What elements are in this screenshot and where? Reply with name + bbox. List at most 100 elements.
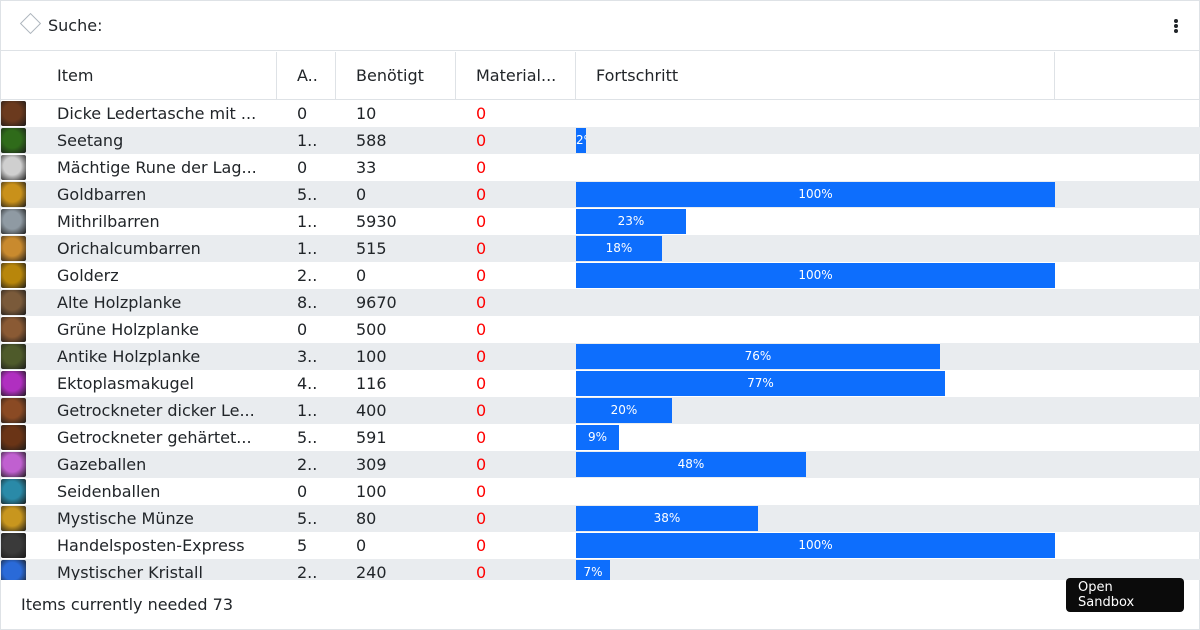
item-material: 0 [476, 320, 487, 339]
table-row[interactable]: Mächtige Rune der Lag... 0 33 0 [0, 154, 1200, 181]
gold-bar-icon [1, 182, 26, 207]
item-needed: 100 [356, 482, 387, 501]
table-row[interactable]: Getrockneter gehärtet... 5.. 591 0 9% [0, 424, 1200, 451]
table-row[interactable]: Goldbarren 5.. 0 0 100% [0, 181, 1200, 208]
progress-bar: 100% [576, 263, 1055, 288]
mithril-bar-icon [1, 209, 26, 234]
item-name: Getrockneter dicker Le... [57, 401, 255, 420]
item-a-value: 8.. [297, 293, 318, 312]
item-needed: 400 [356, 401, 387, 420]
item-name: Gazeballen [57, 455, 147, 474]
item-a-value: 0 [297, 158, 308, 177]
table-row[interactable]: Antike Holzplanke 3.. 100 0 76% [0, 343, 1200, 370]
item-material: 0 [476, 482, 487, 501]
item-a-value: 4.. [297, 374, 318, 393]
table-body: Dicke Ledertasche mit ... 0 10 0 Seetang 1.. 5… [0, 100, 1200, 580]
column-header-item[interactable]: Item [37, 52, 277, 100]
item-a-value: 1.. [297, 401, 318, 420]
progress-bar: 2% [576, 128, 586, 153]
table-row[interactable]: Seidenballen 0 100 0 [0, 478, 1200, 505]
table-row[interactable]: Dicke Ledertasche mit ... 0 10 0 [0, 100, 1200, 127]
item-name: Seidenballen [57, 482, 161, 501]
open-sandbox-button[interactable]: Open Sandbox [1066, 578, 1184, 612]
table-row[interactable]: Getrockneter dicker Le... 1.. 400 0 20% [0, 397, 1200, 424]
progress-label: 23% [617, 214, 645, 228]
item-a-value: 1.. [297, 212, 318, 231]
rune-icon [1, 155, 26, 180]
item-needed: 500 [356, 320, 387, 339]
item-material: 0 [476, 104, 487, 123]
column-header-needed[interactable]: Benötigt [336, 52, 456, 100]
leather-bag-icon [1, 101, 26, 126]
progress-bar: 100% [576, 182, 1055, 207]
item-name: Antike Holzplanke [57, 347, 201, 366]
item-material: 0 [476, 131, 487, 150]
item-material: 0 [476, 563, 487, 580]
search-icon [19, 12, 42, 35]
search-label: Suche: [48, 16, 103, 35]
item-name: Ektoplasmakugel [57, 374, 194, 393]
item-material: 0 [476, 428, 487, 447]
item-name: Dicke Ledertasche mit ... [57, 104, 257, 123]
item-name: Alte Holzplanke [57, 293, 182, 312]
item-a-value: 5.. [297, 509, 318, 528]
table-row[interactable]: Handelsposten-Express 5 0 0 100% [0, 532, 1200, 559]
item-name: Mithrilbarren [57, 212, 160, 231]
item-a-value: 0 [297, 482, 308, 501]
table-row[interactable]: Ektoplasmakugel 4.. 116 0 77% [0, 370, 1200, 397]
table-row[interactable]: Seetang 1.. 588 0 2% [0, 127, 1200, 154]
table-row[interactable]: Alte Holzplanke 8.. 9670 0 [0, 289, 1200, 316]
mystic-coin-icon [1, 506, 26, 531]
progress-bar: 48% [576, 452, 806, 477]
search-input[interactable] [110, 12, 1010, 40]
item-material: 0 [476, 536, 487, 555]
search-bar: Suche: [0, 0, 1200, 51]
table-row[interactable]: Gazeballen 2.. 309 0 48% [0, 451, 1200, 478]
progress-label: 77% [747, 376, 774, 390]
progress-label: 100% [798, 538, 833, 552]
green-plank-icon [1, 317, 26, 342]
progress-label: 38% [653, 511, 681, 525]
item-needed: 515 [356, 239, 387, 258]
table-row[interactable]: Mystischer Kristall 2.. 240 0 7% [0, 559, 1200, 580]
item-name: Seetang [57, 131, 124, 150]
hardened-leather-icon [1, 425, 26, 450]
table-row[interactable]: Golderz 2.. 0 0 100% [0, 262, 1200, 289]
table-row[interactable]: Orichalcumbarren 1.. 515 0 18% [0, 235, 1200, 262]
progress-label: 18% [605, 241, 633, 255]
item-needed: 100 [356, 347, 387, 366]
item-needed: 10 [356, 104, 377, 123]
items-needed-summary: Items currently needed 73 [21, 595, 233, 614]
item-name: Mystische Münze [57, 509, 194, 528]
column-header-progress[interactable]: Fortschritt [576, 52, 1055, 100]
item-material: 0 [476, 212, 487, 231]
item-a-value: 1.. [297, 131, 318, 150]
progress-label: 2% [576, 133, 586, 147]
item-a-value: 5 [297, 536, 308, 555]
item-needed: 0 [356, 185, 367, 204]
item-material: 0 [476, 374, 487, 393]
item-name: Handelsposten-Express [57, 536, 245, 555]
seaweed-icon [1, 128, 26, 153]
item-a-value: 0 [297, 320, 308, 339]
trading-post-icon [1, 533, 26, 558]
table-row[interactable]: Mithrilbarren 1.. 5930 0 23% [0, 208, 1200, 235]
more-options-icon[interactable] [1166, 14, 1186, 38]
progress-label: 9% [587, 430, 608, 444]
item-material: 0 [476, 401, 487, 420]
item-needed: 0 [356, 536, 367, 555]
item-material: 0 [476, 509, 487, 528]
column-header-material[interactable]: Material... [456, 52, 576, 100]
column-header-a[interactable]: A.. [277, 52, 336, 100]
table-row[interactable]: Mystische Münze 5.. 80 0 38% [0, 505, 1200, 532]
table-row[interactable]: Grüne Holzplanke 0 500 0 [0, 316, 1200, 343]
item-a-value: 0 [297, 104, 308, 123]
silk-bolt-icon [1, 479, 26, 504]
item-name: Golderz [57, 266, 119, 285]
progress-bar: 18% [576, 236, 662, 261]
progress-bar: 9% [576, 425, 619, 450]
progress-bar: 20% [576, 398, 672, 423]
item-a-value: 1.. [297, 239, 318, 258]
item-needed: 591 [356, 428, 387, 447]
progress-label: 100% [798, 187, 833, 201]
